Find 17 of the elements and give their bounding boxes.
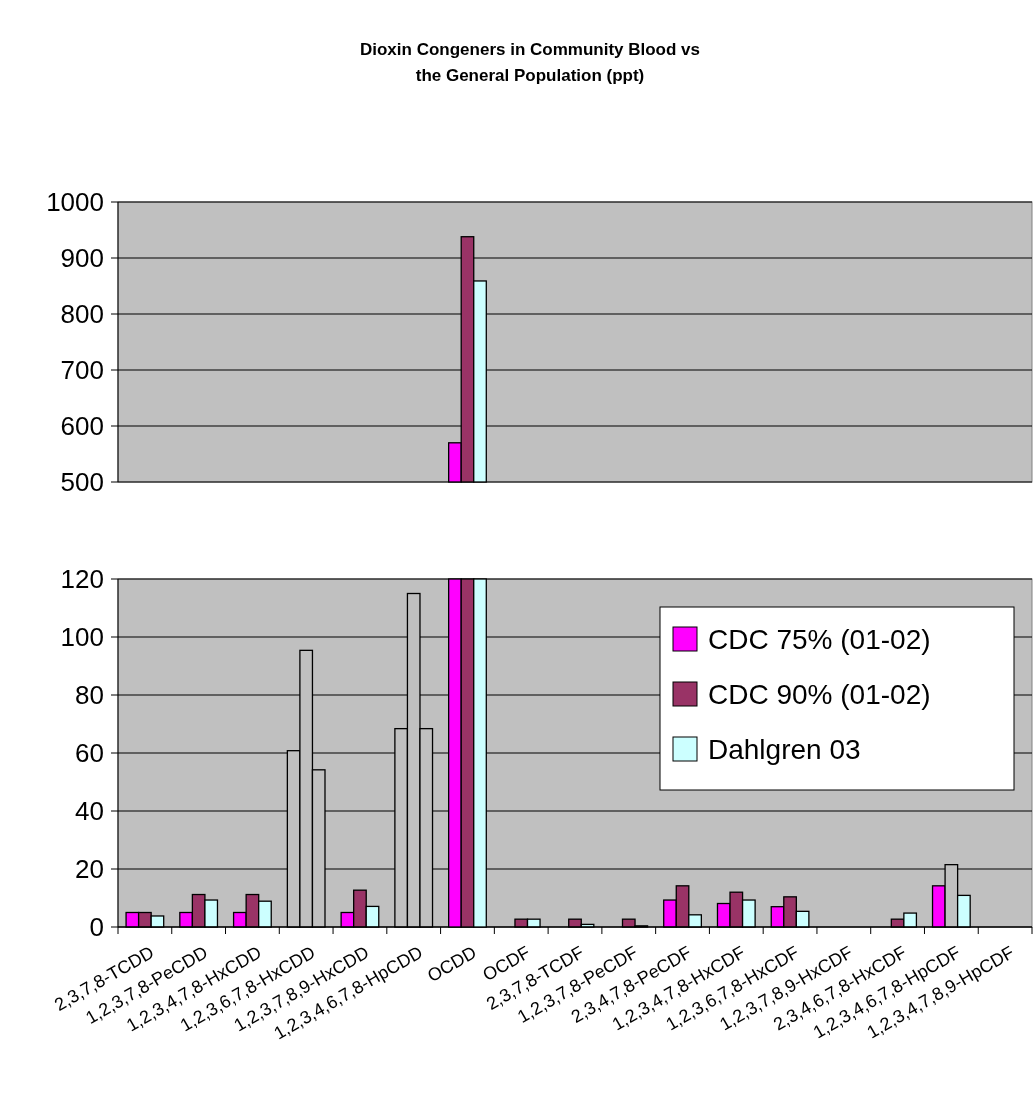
y-tick-label: 900 [60, 243, 104, 274]
legend-label: CDC 75% (01-02) [708, 623, 931, 655]
y-tick-label: 700 [60, 355, 104, 386]
y-tick-label: 800 [60, 299, 104, 330]
y-tick-label: 600 [60, 411, 104, 442]
y-tick-label: 120 [60, 564, 104, 595]
y-tick-label: 1000 [46, 187, 104, 218]
y-tick-label: 80 [75, 680, 104, 711]
legend-label: CDC 90% (01-02) [708, 678, 931, 710]
legend-label: Dahlgren 03 [708, 733, 861, 765]
y-tick-label: 20 [75, 854, 104, 885]
y-tick-label: 0 [89, 912, 104, 943]
y-tick-label: 40 [75, 796, 104, 827]
y-tick-label: 100 [60, 622, 104, 653]
chart-title: Dioxin Congeners in Community Blood vs the General Population (ppt) [359, 40, 701, 85]
y-tick-label: 500 [60, 467, 104, 498]
y-tick-label: 60 [75, 738, 104, 769]
